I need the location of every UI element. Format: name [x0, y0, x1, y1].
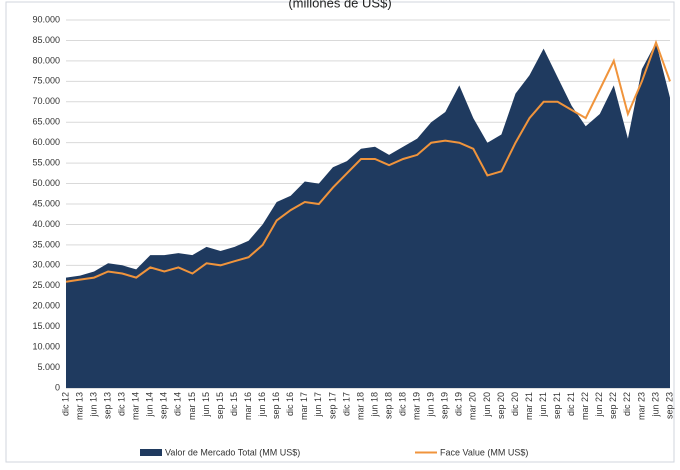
x-tick-label: mar 20: [468, 392, 478, 420]
y-tick-label: 0: [55, 382, 60, 392]
x-tick-label: jun 14: [145, 392, 155, 418]
x-tick-label: dic 15: [229, 392, 239, 416]
x-tick-label: sep 15: [215, 392, 225, 419]
x-tick-label: jun 19: [426, 392, 436, 418]
x-tick-label: jun 15: [201, 392, 211, 418]
line: [65, 39, 671, 283]
x-tick-label: mar 22: [580, 392, 590, 420]
x-tick-label: sep 20: [496, 392, 506, 419]
y-tick-label: 10.000: [32, 341, 60, 351]
x-tick-label: mar 16: [243, 392, 253, 420]
x-tick-label: jun 22: [594, 392, 604, 418]
x-tick-label: jun 20: [482, 392, 492, 418]
y-tick-label: 35.000: [32, 239, 60, 249]
x-tick-label: jun 21: [538, 392, 548, 418]
x-tick-label: jun 18: [369, 392, 379, 418]
x-tick-label: mar 17: [299, 392, 309, 420]
x-tick-label: jun 16: [257, 392, 267, 418]
x-tick-label: dic 22: [622, 392, 632, 416]
x-tick-label: jun 13: [88, 392, 98, 418]
x-tick-label: dic 18: [397, 392, 407, 416]
y-tick-label: 20.000: [32, 301, 60, 311]
y-tick-label: 65.000: [32, 117, 60, 127]
x-tick-label: sep 13: [103, 392, 113, 419]
x-tick-label: sep 22: [608, 392, 618, 419]
y-tick-label: 45.000: [32, 198, 60, 208]
y-tick-label: 90.000: [32, 14, 60, 24]
x-tick-label: sep 23: [664, 392, 674, 419]
y-tick-label: 75.000: [32, 76, 60, 86]
x-tick-label: mar 14: [131, 392, 141, 420]
y-tick-label: 25.000: [32, 280, 60, 290]
x-tick-label: jun 23: [650, 392, 660, 418]
x-tick-label: mar 19: [412, 392, 422, 420]
y-tick-label: 40.000: [32, 219, 60, 229]
x-tick-label: dic 17: [341, 392, 351, 416]
x-tick-label: sep 17: [327, 392, 337, 419]
legend-label: Valor de Mercado Total (MM US$): [165, 447, 300, 457]
x-tick-label: dic 14: [173, 392, 183, 416]
y-tick-label: 70.000: [32, 96, 60, 106]
y-tick-label: 60.000: [32, 137, 60, 147]
x-tick-label: sep 16: [271, 392, 281, 419]
x-tick-label: dic 16: [285, 392, 295, 416]
x-tick-label: sep 14: [159, 392, 169, 419]
chart-title: (millones de US$): [288, 0, 391, 10]
x-tick-label: dic 13: [117, 392, 127, 416]
x-tick-label: mar 21: [524, 392, 534, 420]
y-tick-label: 30.000: [32, 260, 60, 270]
y-tick-label: 85.000: [32, 35, 60, 45]
y-tick-label: 55.000: [32, 157, 60, 167]
x-tick-label: dic 12: [60, 392, 70, 416]
x-tick-label: mar 23: [636, 392, 646, 420]
x-tick-label: dic 19: [454, 392, 464, 416]
legend-label: Face Value (MM US$): [440, 447, 528, 457]
x-tick-label: sep 21: [552, 392, 562, 419]
x-tick-label: mar 13: [74, 392, 84, 420]
x-tick-label: dic 20: [510, 392, 520, 416]
legend-swatch: [140, 449, 162, 456]
x-tick-label: sep 18: [383, 392, 393, 419]
y-tick-label: 5.000: [37, 362, 60, 372]
y-tick-label: 50.000: [32, 178, 60, 188]
x-tick-label: dic 21: [566, 392, 576, 416]
x-tick-label: mar 15: [187, 392, 197, 420]
x-tick-label: sep 19: [440, 392, 450, 419]
x-tick-label: jun 17: [313, 392, 323, 418]
area: [66, 42, 670, 388]
x-tick-label: mar 18: [355, 392, 365, 420]
y-tick-label: 15.000: [32, 321, 60, 331]
y-tick-label: 80.000: [32, 55, 60, 65]
chart-border: [5, 1, 675, 463]
